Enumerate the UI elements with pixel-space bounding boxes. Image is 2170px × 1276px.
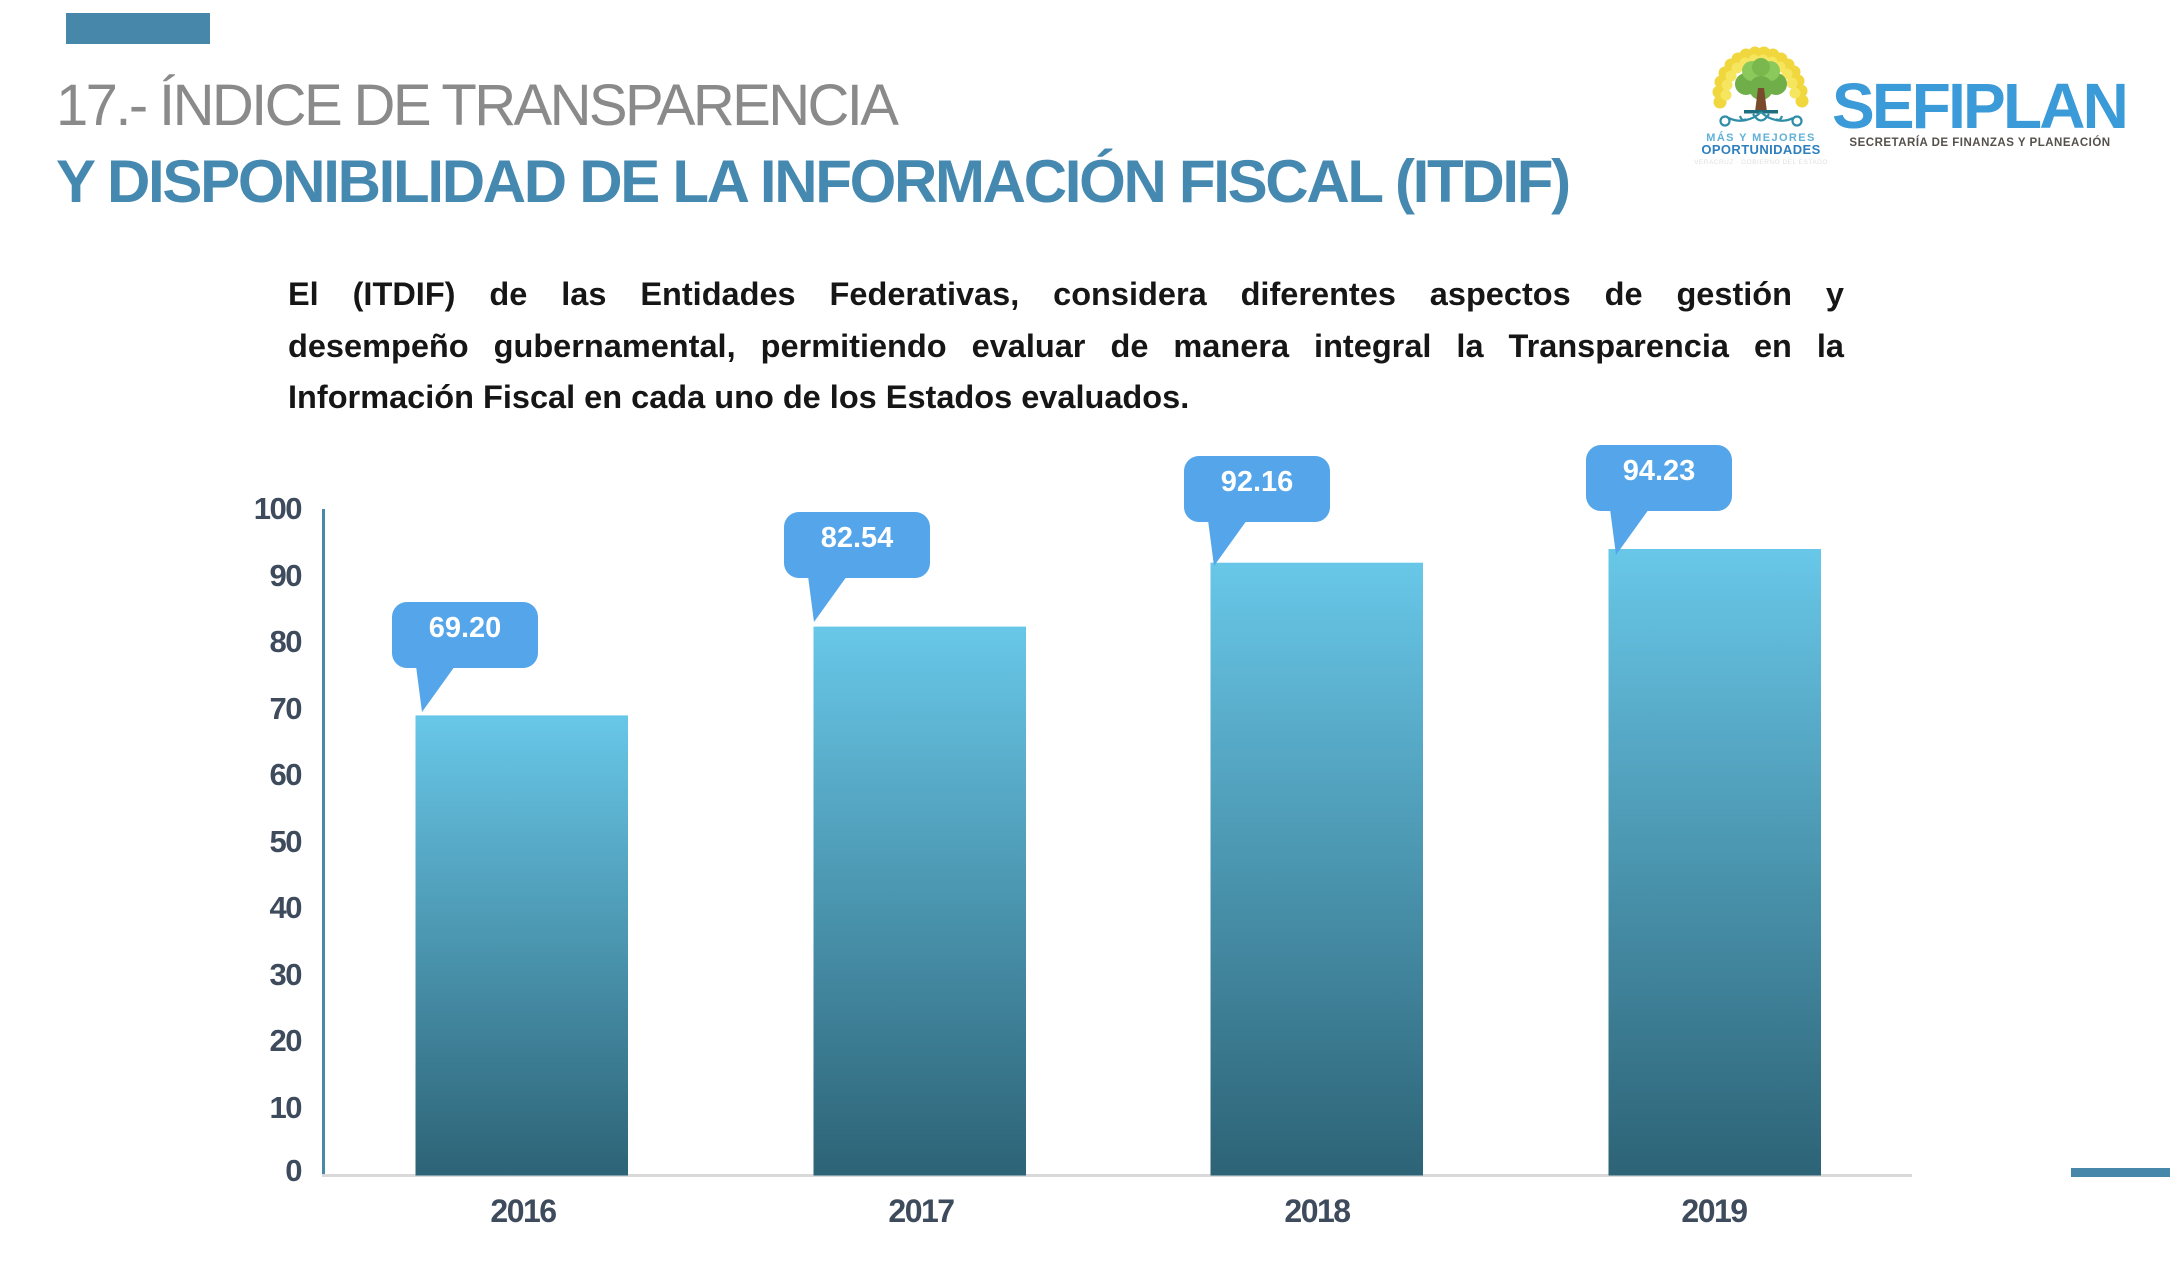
svg-text:90: 90: [270, 558, 302, 593]
svg-text:2016: 2016: [490, 1193, 556, 1229]
svg-text:2018: 2018: [1284, 1193, 1350, 1229]
svg-text:17.- ÍNDICE DE TRANSPARENCIA: 17.- ÍNDICE DE TRANSPARENCIA: [56, 73, 899, 138]
svg-text:VERACRUZ · GOBIERNO DEL ESTADO: VERACRUZ · GOBIERNO DEL ESTADO: [1694, 159, 1828, 166]
svg-text:69.20: 69.20: [429, 612, 502, 644]
svg-text:2017: 2017: [888, 1193, 954, 1229]
svg-text:MÁS Y MEJORES: MÁS Y MEJORES: [1706, 131, 1816, 144]
svg-text:94.23: 94.23: [1623, 455, 1696, 487]
svg-text:OPORTUNIDADES: OPORTUNIDADES: [1701, 142, 1820, 157]
svg-text:80: 80: [270, 624, 302, 659]
svg-text:30: 30: [270, 957, 302, 992]
svg-text:0: 0: [285, 1153, 301, 1188]
svg-text:20: 20: [270, 1023, 302, 1058]
svg-text:2019: 2019: [1681, 1193, 1747, 1229]
svg-text:SECRETARÍA DE FINANZAS Y PLANE: SECRETARÍA DE FINANZAS Y PLANEACIÓN: [1849, 136, 2110, 149]
svg-text:92.16: 92.16: [1221, 466, 1294, 498]
svg-text:40: 40: [270, 890, 302, 925]
svg-text:50: 50: [270, 824, 302, 859]
svg-text:SEFIPLAN: SEFIPLAN: [1832, 70, 2126, 142]
svg-text:Y DISPONIBILIDAD DE LA INFORMA: Y DISPONIBILIDAD DE LA INFORMACIÓN FISCA…: [56, 148, 1569, 215]
svg-text:100: 100: [254, 491, 301, 526]
svg-text:10: 10: [270, 1090, 302, 1125]
svg-text:82.54: 82.54: [821, 522, 894, 554]
svg-text:70: 70: [270, 691, 302, 726]
svg-text:60: 60: [270, 757, 302, 792]
